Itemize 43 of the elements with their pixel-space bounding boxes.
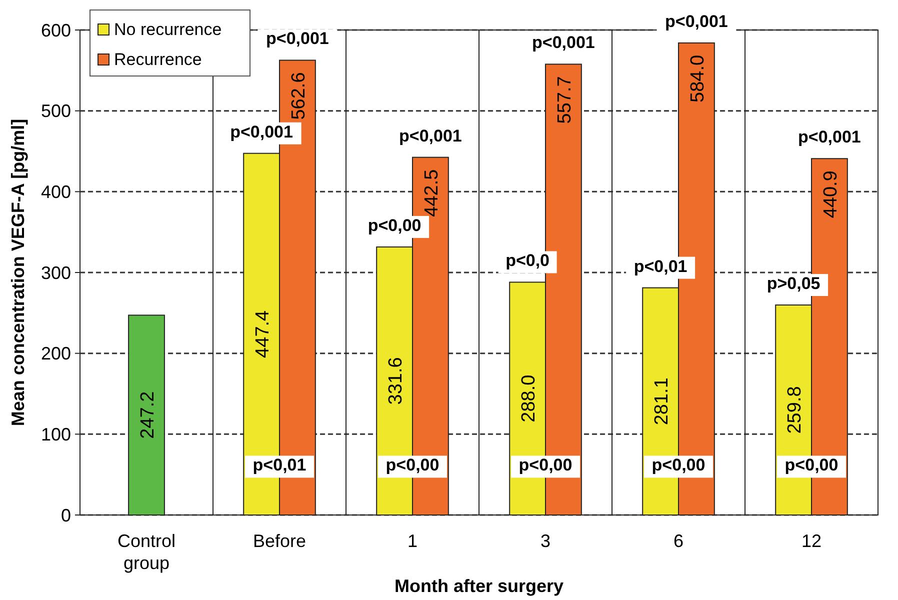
y-tick-label: 600 — [40, 20, 71, 40]
data-label: 584.0 — [687, 54, 708, 102]
data-label: 562.6 — [288, 72, 310, 120]
annotation: p<0,001 — [399, 126, 462, 146]
annotation: p<0,00 — [518, 456, 572, 475]
data-label: 557.7 — [554, 76, 576, 124]
data-label: 247.2 — [138, 391, 158, 439]
annotation: p<0,001 — [266, 29, 329, 48]
y-tick-label: 100 — [40, 424, 71, 444]
annotation: p<0,001 — [798, 128, 861, 147]
annotation: p<0,01 — [634, 256, 688, 276]
x-tick-label: Control group — [117, 531, 176, 573]
legend-label: Recurrence — [114, 50, 202, 69]
annotation: p<0,00 — [652, 456, 706, 475]
data-label: 281.1 — [652, 378, 673, 426]
x-tick-label: Before — [252, 531, 306, 551]
y-tick-label: 0 — [60, 505, 71, 526]
y-tick-label: 500 — [40, 101, 71, 122]
y-tick-label: 300 — [40, 262, 71, 283]
data-label: 440.9 — [820, 170, 842, 218]
annotation: p<0,00 — [368, 216, 422, 235]
x-tick-label: 6 — [673, 531, 684, 551]
data-label: 447.4 — [252, 310, 274, 358]
x-axis-title: Month after surgery — [394, 576, 564, 596]
y-tick-label: 200 — [40, 344, 71, 364]
data-label: 442.5 — [421, 169, 442, 217]
annotation: p<0,01 — [252, 456, 306, 475]
x-tick-label: 12 — [801, 531, 822, 551]
x-tick-label: 3 — [540, 531, 551, 551]
annotation: p<0,00 — [784, 456, 838, 475]
data-label: 259.8 — [784, 386, 806, 434]
data-label: 331.6 — [386, 357, 407, 405]
data-label: 288.0 — [518, 374, 540, 422]
annotation: p<0,00 — [386, 456, 440, 475]
y-axis-title: Mean concentration VEGF-A [pg/ml] — [8, 118, 28, 426]
annotation: p<0,0 — [506, 251, 550, 270]
legend-label: No recurrence — [114, 20, 222, 39]
annotation: p<0,001 — [230, 122, 293, 142]
annotation: p<0,001 — [665, 12, 728, 31]
annotation: p<0,001 — [532, 33, 595, 52]
annotation: p>0,05 — [766, 274, 820, 293]
x-tick-label: 1 — [407, 531, 418, 551]
y-tick-label: 400 — [40, 182, 71, 202]
